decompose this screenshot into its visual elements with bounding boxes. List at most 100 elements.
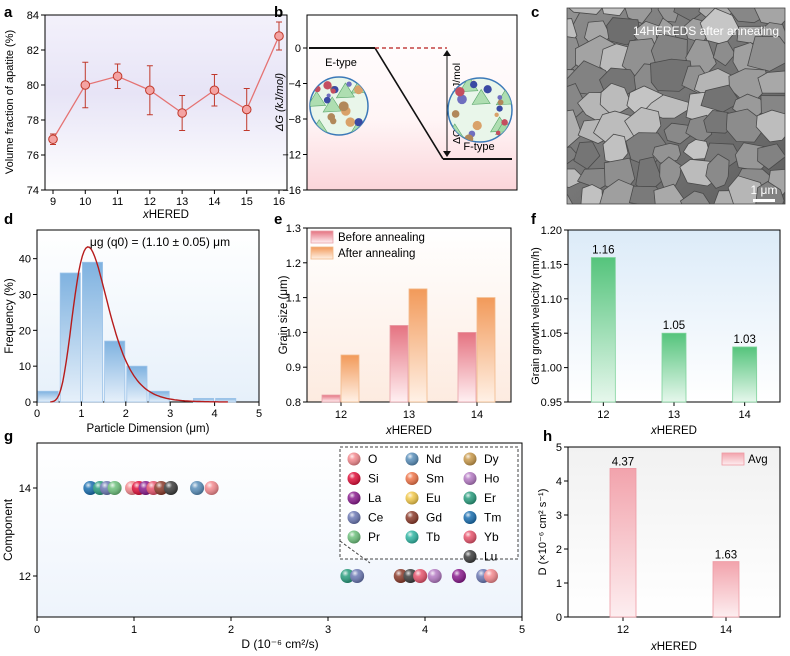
panel-g-legend-label: Gd (426, 511, 442, 525)
panel-c-frame (566, 7, 786, 205)
panel-d-ytick-label: 30 (19, 290, 31, 302)
panel-b-inset-atom (470, 80, 478, 89)
panel-b-etype-label: E-type (325, 57, 357, 69)
panel-g-legend-marker-shade (347, 472, 361, 485)
panel-g-point-shade (413, 569, 428, 583)
panel-b-inset-atom (451, 110, 460, 118)
panel-a-xtick-label: 9 (50, 196, 56, 208)
panel-letter-h: h (543, 428, 552, 445)
panel-a-ytick-label: 76 (27, 150, 39, 162)
panel-b-arrow-head-bottom (443, 150, 451, 157)
panel-c-grain (682, 139, 711, 160)
panel-h-ytick-label: 2 (556, 544, 562, 556)
panel-a-point (209, 85, 220, 96)
panel-f-chart: 0.95 1.00 1.05 1.10 1.15 1.20 12 1.16 13 1.05 14 1.… (541, 225, 758, 421)
panel-d-bar (126, 365, 148, 403)
panel-g-xtick-label: 4 (422, 624, 428, 636)
panel-h-xlabel-main: HERED (657, 641, 697, 653)
panel-a-point (112, 71, 123, 82)
panel-c-grain (700, 84, 741, 113)
panel-b-inset-polyhedron (471, 88, 491, 105)
panel-f-xtick-label: 13 (668, 409, 680, 421)
panel-g-point-shade (393, 569, 408, 583)
panel-a-point (80, 80, 91, 90)
panel-b-inset-polyhedron (335, 82, 355, 99)
panel-h-data-label: 4.37 (612, 456, 634, 468)
panel-b-ytick-label: −8 (288, 114, 301, 126)
panel-e-legend-label: Before annealing (338, 232, 425, 244)
panel-e-legend-swatch (310, 246, 334, 260)
panel-e-xtick-label: 12 (335, 409, 347, 421)
panel-c-grain (567, 168, 587, 188)
panel-b-ytick-label: −16 (282, 185, 301, 197)
panel-d-xtick-label: 0 (34, 408, 40, 420)
panel-b-inset-atom (496, 105, 503, 112)
panel-e-legend-label: After annealing (338, 248, 415, 260)
panel-g-legend-marker-shade (347, 530, 361, 544)
panel-g-point-shade (83, 481, 98, 495)
panel-a-xtick-label: 11 (112, 196, 123, 208)
panel-g-legend-marker-shade (347, 452, 361, 466)
panel-g-point-shade (427, 569, 442, 583)
panel-c-grain (757, 70, 785, 94)
panel-g-legend-label: Er (484, 491, 496, 505)
panel-a-xtick-label: 13 (176, 196, 188, 208)
panel-b-inset-atom (497, 95, 503, 100)
panel-c-scalebar (753, 199, 775, 202)
panel-h-bar (609, 468, 637, 618)
panel-b-inset-atom (329, 117, 337, 125)
panel-d-chart: 0 10 20 30 40 0 1 2 3 4 5 (19, 246, 262, 420)
panel-b-inset-atom (457, 94, 467, 105)
panel-a-ytick-label: 78 (27, 115, 39, 127)
panel-f-ytick-label: 1.10 (541, 294, 562, 306)
panel-g-legend-marker-shade (405, 530, 419, 544)
panel-d-xtick-label: 1 (78, 408, 84, 420)
panel-g-legend-label: La (368, 491, 382, 505)
panel-g-point-shade (163, 481, 178, 495)
panel-e-xtick-label: 14 (471, 409, 483, 421)
panel-d-ytick-label: 20 (19, 325, 31, 337)
panel-a-xtick-label: 16 (273, 196, 285, 208)
panel-c-sem-image (567, 8, 785, 204)
panel-a-ylabel: Volume fraction of apatite (%) (4, 30, 16, 174)
panel-c-grain (567, 109, 583, 149)
panel-e-bar (476, 297, 496, 403)
panel-b-inset-atom (494, 112, 499, 118)
panel-e-ytick-label: 1.3 (286, 223, 301, 235)
panel-b-inset-atom (330, 88, 336, 94)
panel-e-ytick-label: 1.1 (286, 293, 301, 305)
panel-h-ytick-label: 4 (556, 476, 562, 488)
panel-d-fit-curve (50, 246, 228, 403)
panel-g-point-shade (451, 569, 466, 583)
panel-c-grain (573, 141, 601, 170)
panel-d-ytick-label: 0 (25, 397, 31, 409)
panel-e-ytick-label: 1.2 (286, 258, 301, 270)
panel-c-scalebar-label: 1 μm (751, 183, 778, 197)
panel-b-inset-atom (501, 119, 508, 126)
panel-g-chart: 0 1 2 3 4 51214OSiLaCePrNdSmEuGdTbDyHoErTmYbL… (19, 446, 525, 636)
panel-c-grain (606, 17, 641, 46)
panel-a-xtick-label: 15 (241, 196, 253, 208)
panel-c-grain (679, 190, 711, 204)
panel-b-ytick-label: −12 (282, 150, 301, 162)
panel-f-ytick-label: 1.00 (541, 363, 562, 375)
panel-f-xlabel-main: HERED (657, 425, 697, 437)
panel-g-legend-marker-shade (347, 491, 361, 505)
panel-e-xtick-label: 13 (403, 409, 415, 421)
panel-g-legend-marker-shade (405, 452, 419, 466)
panel-e-bar (340, 354, 360, 403)
panel-d-ytick-label: 40 (19, 254, 31, 266)
panel-g-legend-label: Ce (368, 511, 384, 525)
panel-e-xlabel-prefix: x (385, 425, 393, 437)
panel-e-chart: 0.8 0.9 1.0 1.1 1.2 1.3 12 13 14 Before annealing… (286, 223, 496, 421)
panel-g-legend-leader (339, 540, 371, 564)
panel-g-point-shade (350, 569, 365, 583)
panel-g-xtick-label: 3 (325, 624, 331, 636)
panel-letter-e: e (274, 211, 282, 228)
panel-b-inset-atom (338, 101, 349, 112)
panel-g-legend-label: Yb (484, 530, 499, 544)
panel-a-chart: 74 76 78 80 82 84 9 10 11 12 13 14 15 16 (27, 10, 285, 208)
panel-h-legend-label: Avg (748, 454, 768, 466)
panel-d-xlabel: Particle Dimension (μm) (87, 423, 210, 435)
panel-f-xlabel-prefix: x (650, 425, 658, 437)
